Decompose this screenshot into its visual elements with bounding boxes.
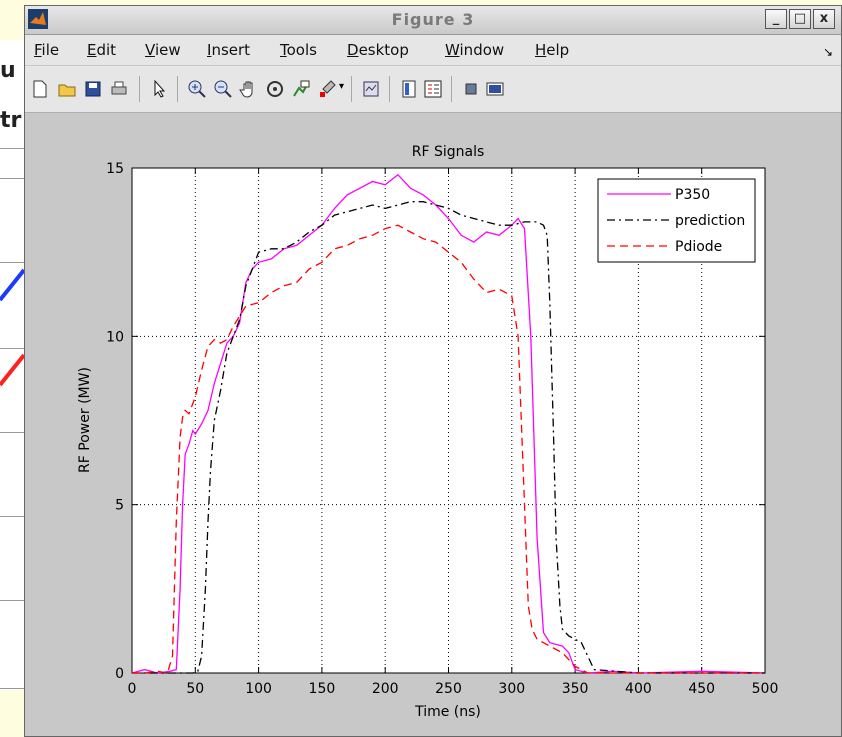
menu-window[interactable]: Window <box>445 41 504 59</box>
x-tick-label: 150 <box>309 681 336 697</box>
menu-view[interactable]: View <box>145 41 181 59</box>
zoom-in-icon[interactable] <box>187 79 207 99</box>
matlab-icon <box>28 9 48 29</box>
menu-edit[interactable]: Edit <box>87 41 116 59</box>
hide-plot-tools-icon[interactable] <box>461 79 481 99</box>
background-text-fragment-1: u <box>0 58 16 83</box>
minimize-button[interactable]: _ <box>765 9 787 29</box>
new-figure-icon[interactable] <box>30 79 50 99</box>
x-tick-label: 400 <box>625 681 652 697</box>
background-graph-lines <box>0 268 24 387</box>
toolbar: ▾ <box>25 66 841 113</box>
menu-file[interactable]: File <box>34 41 59 59</box>
menu-file-accel: F <box>34 41 42 59</box>
menu-window-accel: W <box>445 41 460 59</box>
x-axis-label: Time (ns) <box>414 704 481 720</box>
brush-dropdown-icon[interactable]: ▾ <box>339 81 345 92</box>
window-title: Figure 3 <box>391 10 475 29</box>
menu-desktop-label: esktop <box>358 41 409 59</box>
legend[interactable]: P350 prediction Pdiode <box>597 178 756 263</box>
legend-box <box>597 178 756 263</box>
x-tick-label: 500 <box>752 681 779 697</box>
pan-hand-icon[interactable] <box>239 79 259 99</box>
title-bar[interactable]: Figure 3 _ □ x <box>25 6 841 35</box>
menu-insert[interactable]: Insert <box>207 41 250 59</box>
background-divider <box>0 688 24 689</box>
menu-help-label: elp <box>546 41 570 59</box>
menu-desktop-accel: D <box>347 41 359 59</box>
x-tick-label: 100 <box>245 681 272 697</box>
menu-insert-label: nsert <box>211 41 251 59</box>
data-cursor-icon[interactable] <box>291 79 311 99</box>
menu-edit-label: dit <box>96 41 117 59</box>
figure-canvas: 0 50 100 150 200 250 300 350 400 450 500 0 5 10 15 RF … <box>77 144 778 720</box>
axis-ticks: 0 50 100 150 200 250 300 350 400 450 500 0 5 10 15 <box>106 161 778 697</box>
toolbar-separator <box>139 76 140 102</box>
background-divider <box>0 600 24 601</box>
y-tick-label: 10 <box>106 329 124 345</box>
toolbar-separator <box>451 76 452 102</box>
toolbar-separator <box>177 76 178 102</box>
grid-lines <box>132 168 765 673</box>
x-tick-label: 0 <box>128 681 137 697</box>
background-divider <box>0 516 24 517</box>
background-text-fragment-2: tr <box>0 108 22 133</box>
show-plot-tools-icon[interactable] <box>485 79 505 99</box>
background-divider <box>0 432 24 433</box>
legend-label-prediction: prediction <box>675 213 745 229</box>
plot-series <box>131 173 766 674</box>
legend-label-pdiode: Pdiode <box>675 239 722 255</box>
background-red-line <box>0 353 24 387</box>
colorbar-icon[interactable] <box>399 79 419 99</box>
y-axis-label: RF Power (MW) <box>77 367 93 473</box>
background-divider <box>0 148 24 149</box>
menu-tools-accel: T <box>280 41 287 59</box>
chart-title: RF Signals <box>412 144 485 160</box>
print-icon[interactable] <box>109 79 129 99</box>
menu-tools-label: ools <box>286 41 317 59</box>
x-tick-label: 200 <box>372 681 399 697</box>
background-blue-line <box>0 268 24 302</box>
y-tick-label: 15 <box>106 161 124 177</box>
x-tick-label: 300 <box>498 681 525 697</box>
x-tick-label: 450 <box>688 681 715 697</box>
menu-view-label: iew <box>154 41 181 59</box>
open-file-icon[interactable] <box>57 79 77 99</box>
pointer-icon[interactable] <box>149 79 169 99</box>
save-icon[interactable] <box>83 79 103 99</box>
x-tick-label: 250 <box>435 681 462 697</box>
close-button[interactable]: x <box>813 9 835 29</box>
series-line-pdiode <box>132 224 765 674</box>
figure-window: Figure 3 _ □ x File Edit View Insert Too… <box>24 5 842 737</box>
maximize-button[interactable]: □ <box>789 9 811 29</box>
menu-insert-accel: I <box>207 41 212 59</box>
link-plot-icon[interactable] <box>361 79 381 99</box>
x-tick-label: 50 <box>186 681 204 697</box>
menu-desktop[interactable]: Desktop <box>347 41 409 59</box>
menu-window-label: indow <box>459 41 505 59</box>
x-tick-label: 350 <box>562 681 589 697</box>
menu-view-accel: V <box>145 41 155 59</box>
background-divider <box>0 178 24 179</box>
toolbar-separator <box>351 76 352 102</box>
rotate-3d-icon[interactable] <box>265 79 285 99</box>
menu-help-accel: H <box>535 41 547 59</box>
series-line-p350 <box>131 173 766 674</box>
legend-label-p350: P350 <box>675 187 710 203</box>
menu-tools[interactable]: Tools <box>280 41 317 59</box>
menu-edit-accel: E <box>87 41 97 59</box>
menu-bar: File Edit View Insert Tools Desktop Wind… <box>25 35 841 65</box>
dock-arrow-icon[interactable]: ↘ <box>822 45 833 59</box>
y-tick-label: 5 <box>115 498 124 514</box>
y-tick-label: 0 <box>115 666 124 682</box>
brush-icon[interactable] <box>317 79 337 99</box>
legend-icon[interactable] <box>423 79 443 99</box>
toolbar-separator <box>389 76 390 102</box>
zoom-out-icon[interactable] <box>213 79 233 99</box>
background-divider <box>0 348 24 349</box>
menu-help[interactable]: Help <box>535 41 569 59</box>
menu-file-label: ile <box>41 41 60 59</box>
background-divider <box>0 262 24 263</box>
